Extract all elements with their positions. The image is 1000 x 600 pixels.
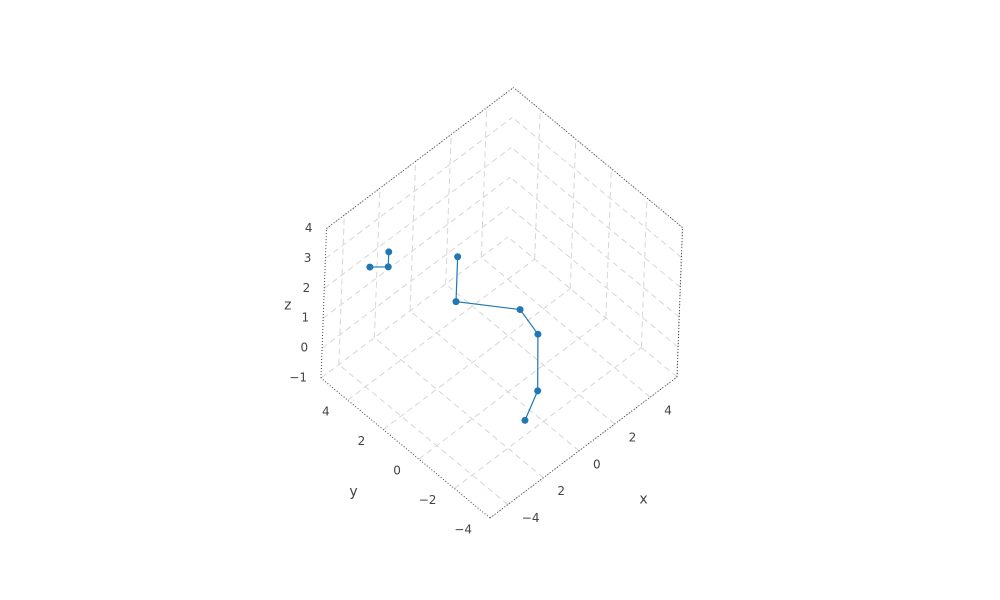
z-grid-line — [320, 236, 509, 379]
y-tick-label: 2 — [358, 434, 366, 448]
data-point[interactable] — [516, 306, 524, 314]
x-tick-label: 4 — [664, 404, 672, 418]
top-edge — [513, 87, 683, 228]
y-grid-line — [418, 317, 607, 460]
series-line — [455, 256, 539, 421]
z-grid-line — [513, 87, 683, 228]
x-grid-line — [338, 364, 509, 505]
x-grid-line — [409, 310, 580, 452]
data-point[interactable] — [366, 263, 374, 271]
z-grid-line — [510, 146, 681, 288]
x-tick-label: 2 — [629, 431, 637, 445]
z-grid-line — [323, 146, 512, 289]
y-grid-line — [640, 198, 648, 348]
z-grid-line — [325, 117, 513, 259]
grid-layer — [320, 87, 683, 519]
data-point[interactable] — [452, 298, 460, 306]
tick-labels: −4 2 0 2 4 −4 −2 0 2 4 −1 0 1 2 3 4 — [289, 221, 672, 537]
axis-titles: x y z — [284, 297, 648, 507]
x-grid-line — [409, 161, 417, 311]
z-tick-label: 2 — [303, 281, 311, 295]
y-tick-label: 4 — [322, 405, 330, 419]
y-axis-title: y — [349, 484, 357, 500]
y-grid-line — [382, 288, 571, 430]
x-tick-label: 0 — [593, 457, 601, 471]
y-axis-line — [320, 377, 491, 519]
top-edge — [326, 87, 514, 229]
x-axis-title: x — [639, 492, 647, 508]
x-tick-label: 2 — [557, 484, 565, 498]
x-grid-line — [445, 134, 452, 285]
z-axis-title: z — [284, 297, 291, 313]
x-grid-line — [338, 215, 345, 365]
data-point[interactable] — [534, 330, 542, 338]
z-tick-label: 3 — [304, 251, 312, 265]
x-grid-line — [445, 283, 615, 425]
z-grid-line — [507, 236, 678, 378]
z-tick-label: 4 — [305, 221, 313, 235]
data-point[interactable] — [385, 248, 393, 256]
z-grid-line — [508, 206, 679, 348]
data-point[interactable] — [454, 253, 462, 261]
y-tick-label: 0 — [393, 464, 401, 478]
x-axis-line — [489, 376, 678, 519]
x-grid-line — [480, 256, 651, 398]
z-grid-line — [321, 206, 510, 349]
x-grid-line — [373, 188, 381, 338]
data-point[interactable] — [384, 263, 392, 271]
vertical-edge — [676, 227, 683, 378]
x-tick-label: −4 — [522, 511, 540, 525]
z-tick-label: 0 — [300, 341, 308, 355]
z-grid-line — [509, 176, 680, 318]
z-grid-line — [322, 176, 511, 319]
axis-edges — [320, 87, 683, 519]
data-point[interactable] — [521, 416, 529, 424]
y-grid-line — [676, 227, 683, 378]
data-point[interactable] — [534, 387, 542, 395]
y-grid-line — [534, 109, 541, 260]
y-tick-label: −2 — [419, 493, 437, 507]
trace-layer — [366, 248, 542, 424]
z-tick-label: 1 — [302, 311, 310, 325]
y-grid-line — [605, 168, 612, 319]
vertical-edge — [320, 228, 327, 379]
x-grid-line — [480, 107, 488, 258]
y-tick-label: −4 — [454, 523, 472, 537]
y-grid-line — [569, 139, 577, 289]
x-grid-line — [374, 337, 544, 479]
y-grid-line — [347, 258, 535, 401]
y-grid-line — [454, 347, 642, 489]
z-grid-line — [512, 117, 682, 258]
z-tick-label: −1 — [289, 371, 307, 385]
